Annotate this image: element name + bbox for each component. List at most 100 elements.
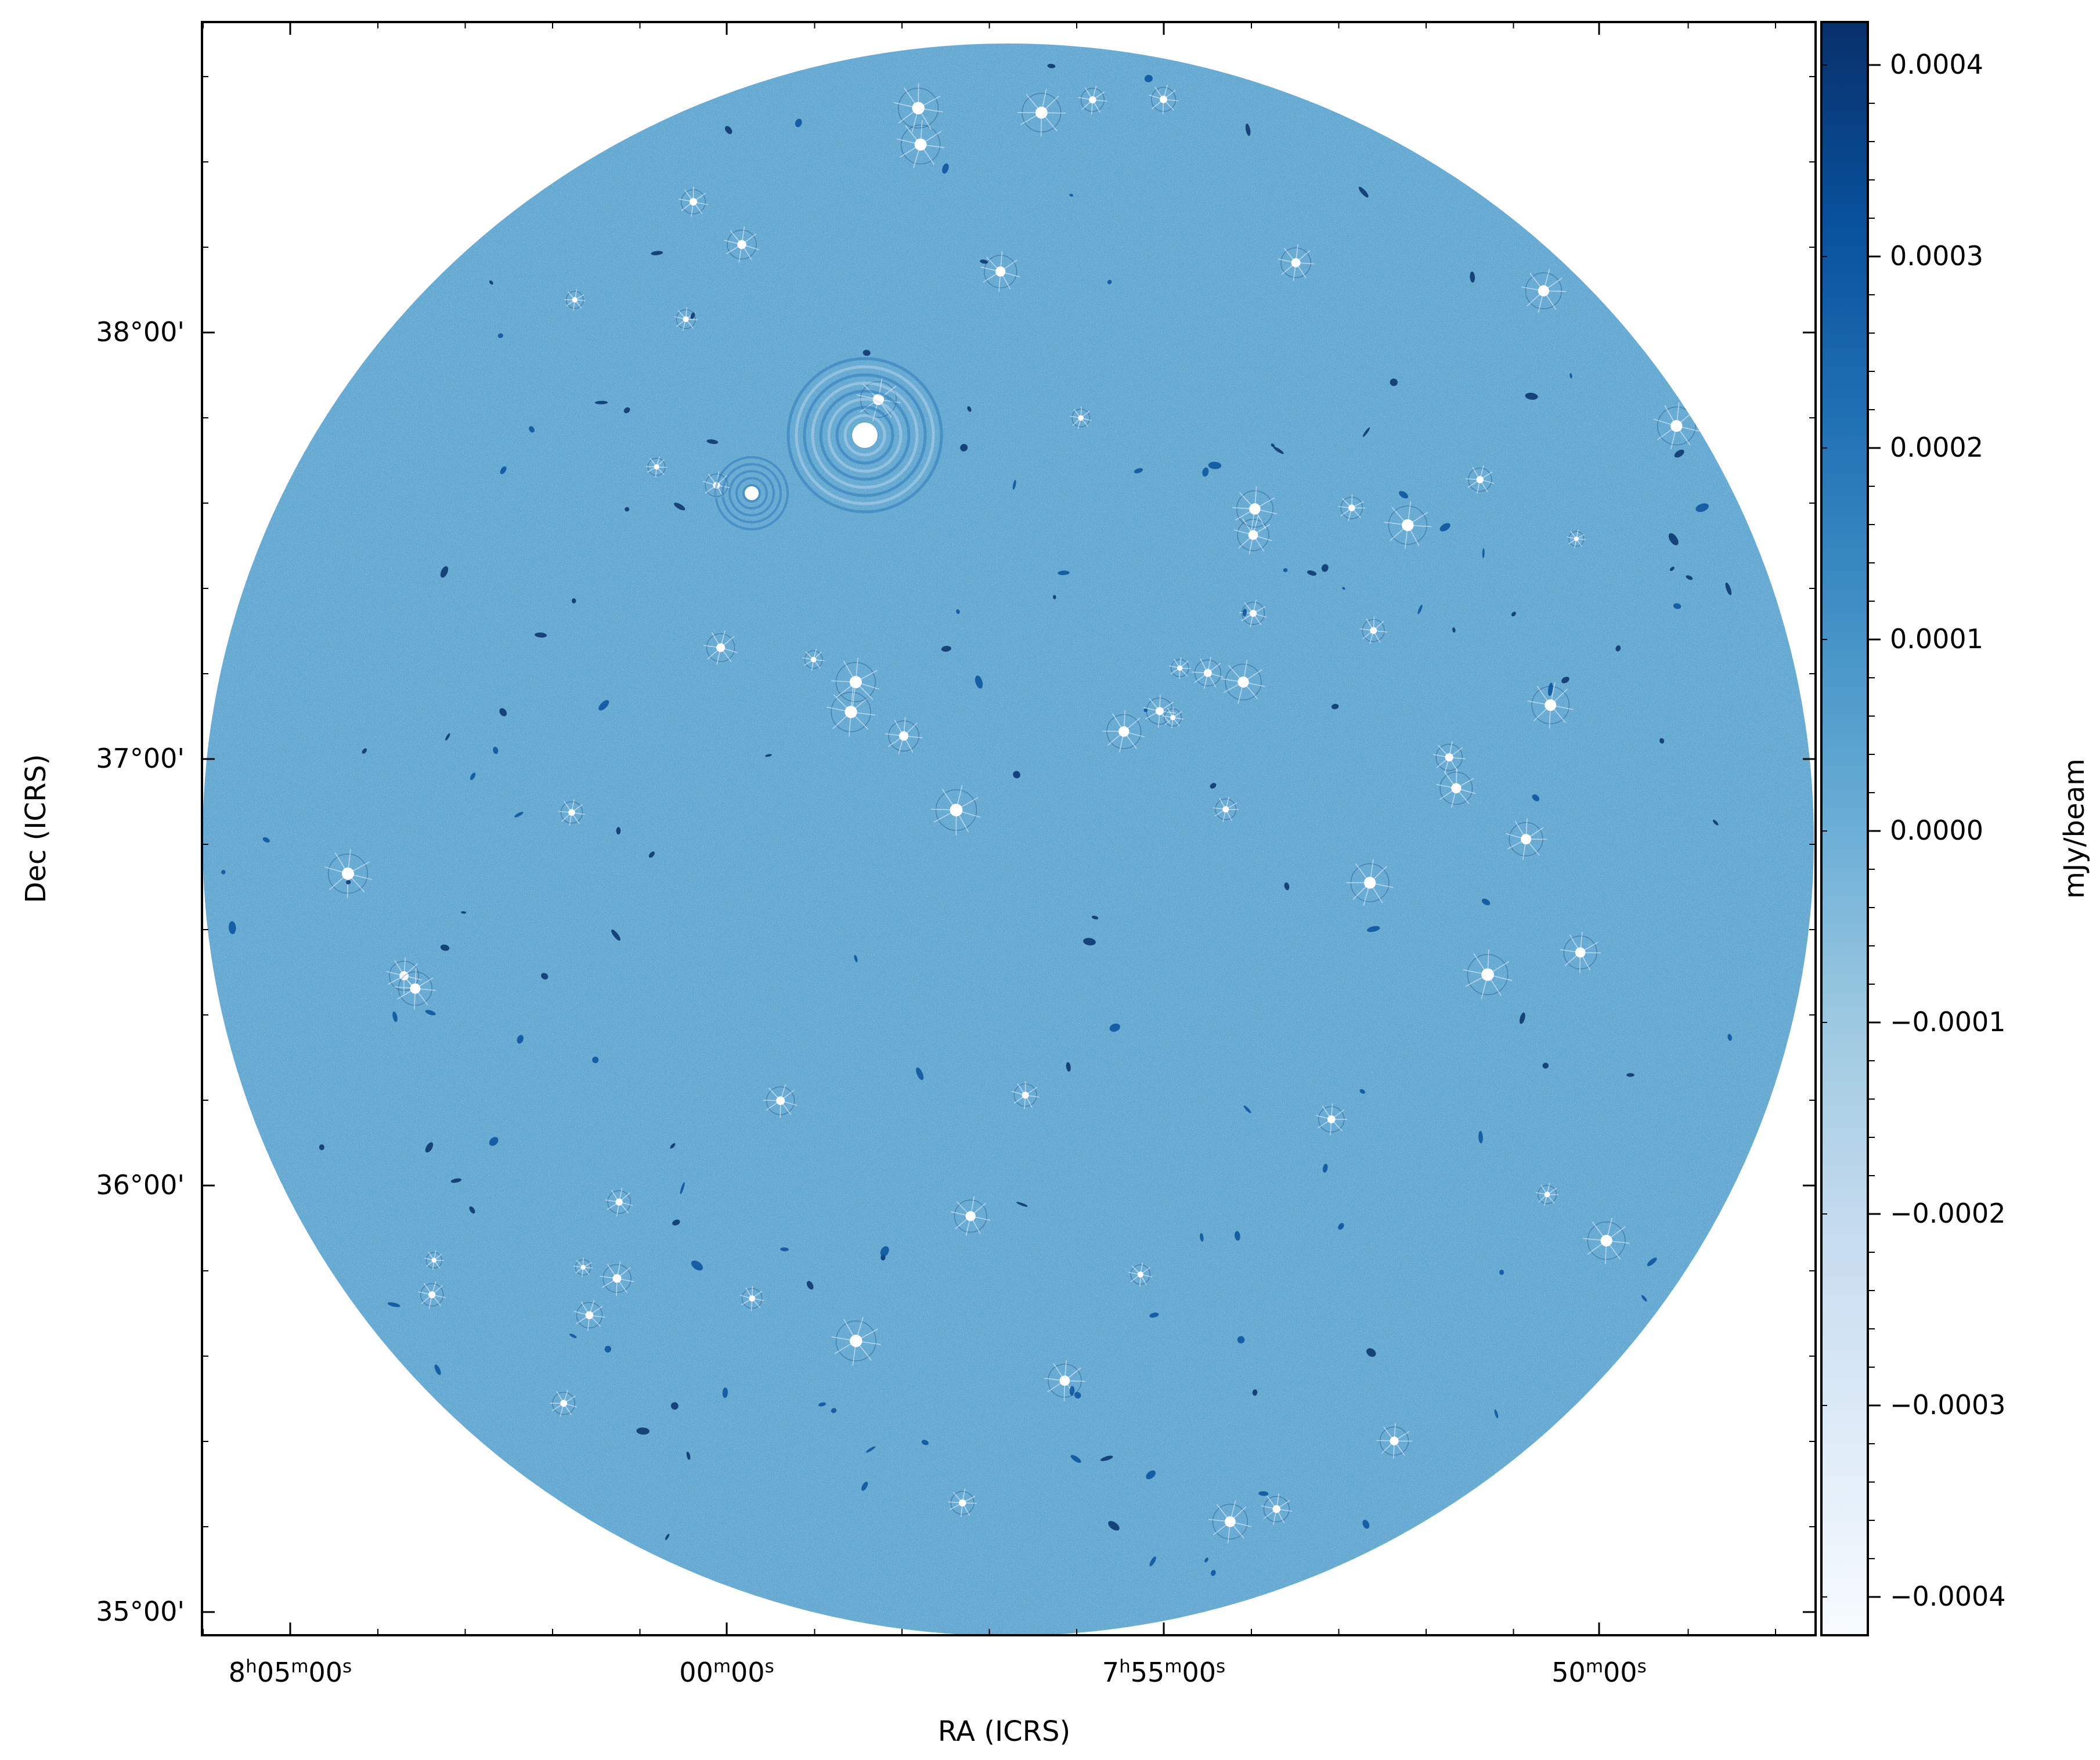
source-core bbox=[1402, 519, 1414, 532]
source-core bbox=[1348, 504, 1355, 511]
source-core bbox=[1574, 537, 1579, 541]
source-core bbox=[572, 297, 578, 302]
source-core bbox=[912, 102, 924, 114]
source-core bbox=[1156, 707, 1164, 715]
source-core bbox=[1291, 258, 1301, 268]
source-core bbox=[1059, 1375, 1070, 1386]
source-core bbox=[581, 1265, 586, 1270]
colorbar-tick-label: −0.0001 bbox=[1890, 1006, 2006, 1038]
y-tick-label: 36°00' bbox=[96, 1169, 185, 1201]
colorbar-tick-label: −0.0003 bbox=[1890, 1389, 2006, 1421]
source-core bbox=[1118, 727, 1129, 737]
source-core bbox=[1222, 806, 1229, 812]
source-core bbox=[1160, 96, 1167, 103]
source-core bbox=[1481, 968, 1494, 981]
y-tick-labels: 38°00' 37°00' 36°00' 35°00' bbox=[96, 316, 185, 1627]
source-core bbox=[1249, 503, 1261, 515]
colorbar-tick-label: −0.0004 bbox=[1890, 1581, 2006, 1612]
y-axis-label: Dec (ICRS) bbox=[20, 754, 52, 903]
source-core bbox=[1272, 1505, 1280, 1513]
source-core bbox=[845, 706, 857, 718]
source-core bbox=[1575, 947, 1586, 957]
primary-beam-field bbox=[203, 44, 1814, 1636]
source-core bbox=[899, 731, 908, 740]
colorbar-tick-label: 0.0001 bbox=[1890, 623, 1983, 655]
colorbar-fill bbox=[1821, 22, 1868, 1635]
source-core bbox=[959, 1499, 966, 1506]
colorbar-tick-label: 0.0002 bbox=[1890, 432, 1983, 463]
source-core bbox=[995, 266, 1005, 276]
source-core bbox=[1225, 1516, 1236, 1527]
source-core bbox=[965, 1211, 975, 1221]
source-core bbox=[1035, 107, 1048, 119]
source-core bbox=[1204, 669, 1212, 677]
source-core bbox=[716, 644, 725, 652]
source-core bbox=[1177, 666, 1182, 671]
source-core bbox=[737, 240, 746, 250]
source-core bbox=[1538, 285, 1549, 296]
source-core bbox=[1138, 1271, 1143, 1277]
bright-source-core bbox=[852, 422, 878, 448]
source-core bbox=[1370, 627, 1377, 634]
source-core bbox=[1545, 699, 1556, 711]
x-tick-label: 7h55m00s bbox=[1102, 1656, 1225, 1688]
source-core bbox=[749, 1295, 755, 1302]
extended-emission-blob bbox=[616, 827, 621, 834]
colorbar-label: mJy/beam bbox=[2058, 758, 2091, 899]
source-core bbox=[654, 464, 659, 469]
source-core bbox=[811, 657, 817, 663]
sky-image bbox=[202, 22, 1816, 1636]
x-tick-label: 8h05m00s bbox=[229, 1656, 352, 1688]
source-core bbox=[915, 139, 927, 151]
source-core bbox=[776, 1096, 785, 1105]
source-core bbox=[613, 1274, 622, 1283]
source-core bbox=[342, 868, 354, 880]
source-core bbox=[1078, 415, 1084, 421]
source-core bbox=[1601, 1235, 1612, 1246]
source-core bbox=[1477, 476, 1484, 483]
source-core bbox=[586, 1311, 594, 1320]
source-core bbox=[560, 1400, 567, 1407]
source-core bbox=[410, 984, 420, 994]
source-core bbox=[1670, 420, 1682, 432]
colorbar: 0.0004 0.0003 0.0002 0.0001 0.0000 −0.00… bbox=[1821, 22, 2091, 1635]
source-core bbox=[428, 1291, 435, 1298]
x-tick-label: 00m00s bbox=[679, 1656, 774, 1688]
bright-source-core bbox=[745, 486, 759, 500]
source-core bbox=[432, 1258, 436, 1263]
y-tick-label: 38°00' bbox=[96, 316, 185, 348]
source-core bbox=[1521, 834, 1531, 844]
source-core bbox=[1451, 783, 1461, 793]
source-core bbox=[850, 1335, 862, 1347]
source-core bbox=[1445, 753, 1453, 761]
source-core bbox=[1022, 1092, 1029, 1098]
source-core bbox=[1390, 1437, 1398, 1445]
source-core bbox=[568, 809, 575, 816]
colorbar-tick-label: 0.0004 bbox=[1890, 49, 1983, 80]
source-core bbox=[690, 198, 697, 205]
colorbar-tick-label: 0.0003 bbox=[1890, 240, 1983, 272]
y-tick-label: 35°00' bbox=[96, 1596, 185, 1627]
x-axis-label: RA (ICRS) bbox=[938, 1715, 1070, 1748]
colorbar-tick-label: 0.0000 bbox=[1890, 815, 1983, 846]
source-core bbox=[1249, 530, 1258, 540]
y-tick-label: 37°00' bbox=[96, 743, 185, 774]
source-core bbox=[1237, 677, 1249, 688]
colorbar-tick-label: −0.0002 bbox=[1890, 1198, 2006, 1229]
source-core bbox=[1170, 715, 1175, 720]
source-core bbox=[950, 804, 962, 816]
source-core bbox=[1364, 877, 1376, 888]
x-tick-label: 50m00s bbox=[1551, 1656, 1646, 1688]
field-noise-dark bbox=[203, 44, 1814, 1636]
source-core bbox=[615, 1198, 622, 1205]
source-core bbox=[1327, 1115, 1336, 1123]
x-tick-labels: 8h05m00s 00m00s 7h55m00s 50m00s bbox=[229, 1656, 1647, 1688]
source-core bbox=[850, 676, 862, 688]
colorbar-tick-labels: 0.0004 0.0003 0.0002 0.0001 0.0000 −0.00… bbox=[1890, 49, 2006, 1612]
source-core bbox=[683, 316, 689, 322]
source-core bbox=[1089, 96, 1096, 103]
source-core bbox=[1250, 610, 1257, 617]
source-core bbox=[1545, 1192, 1550, 1198]
